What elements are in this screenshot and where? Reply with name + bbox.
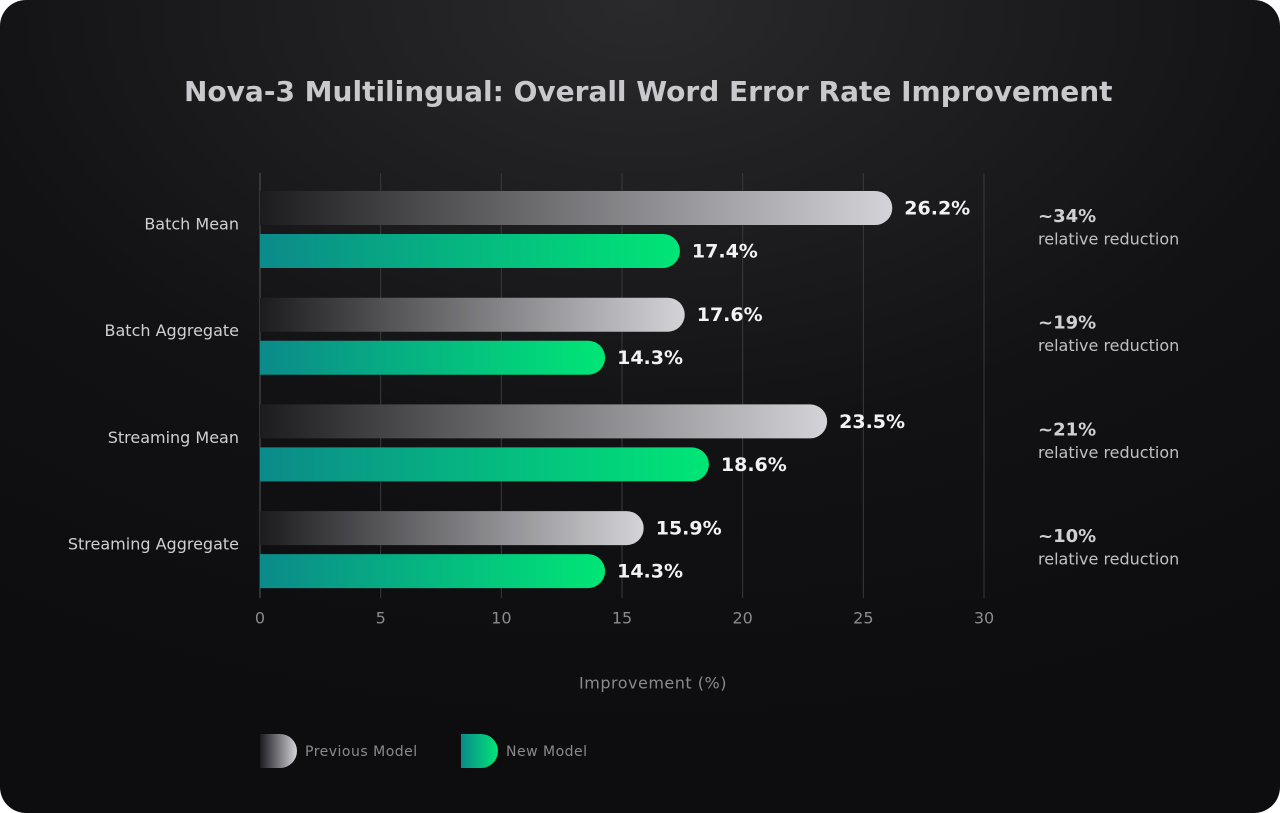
x-tick-label: 20 [732,609,752,628]
legend-label: Previous Model [305,744,418,760]
value-label: 15.9% [656,518,722,540]
value-label: 26.2% [904,198,970,220]
y-tick-label: Batch Mean [144,215,239,234]
annotation-label: ~21% [1038,419,1096,440]
value-label: 18.6% [721,454,787,476]
bar [260,447,709,482]
y-tick-label: Streaming Aggregate [68,535,239,554]
annotation-text: relative reduction [1038,550,1179,569]
x-axis-label: Improvement (%) [579,674,727,693]
annotation-text: relative reduction [1038,230,1179,249]
annotation-label: ~34% [1038,206,1096,227]
annotation-text: relative reduction [1038,443,1179,462]
bar [260,297,685,332]
annotation-label: ~10% [1038,526,1096,547]
x-tick-label: 5 [376,609,386,628]
bar [260,234,680,268]
y-tick-label: Batch Aggregate [105,321,239,340]
annotation-label: ~19% [1038,313,1096,334]
legend-swatch [461,734,498,768]
bar [260,404,828,439]
legend-label: New Model [506,744,588,760]
x-tick-label: 30 [974,609,994,628]
chart-title: Nova-3 Multilingual: Overall Word Error … [184,75,1113,108]
y-tick-label: Streaming Mean [108,428,239,447]
bar [260,511,644,546]
value-label: 14.3% [617,561,683,583]
value-label: 23.5% [839,411,905,433]
value-label: 17.4% [692,241,758,263]
value-label: 17.6% [697,304,763,326]
x-tick-label: 15 [612,609,632,628]
legend-swatch [260,734,297,768]
bar [260,340,606,375]
x-tick-label: 10 [491,609,511,628]
x-tick-label: 0 [255,609,265,628]
value-label: 14.3% [617,347,683,369]
bar [260,191,893,225]
bar [260,554,606,589]
x-tick-label: 25 [853,609,873,628]
annotation-text: relative reduction [1038,336,1179,355]
